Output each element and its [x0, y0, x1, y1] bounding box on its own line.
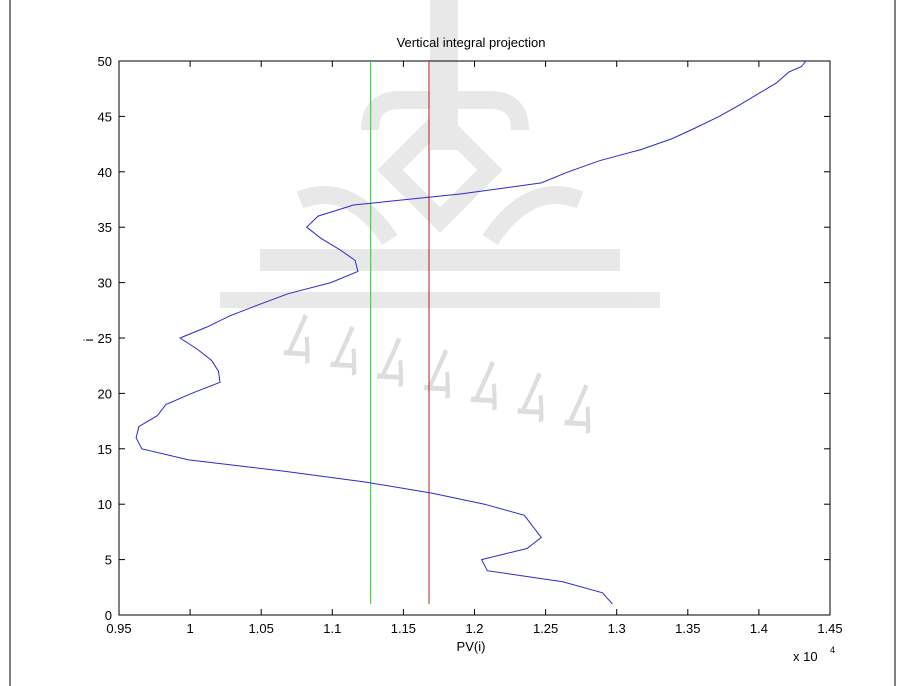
- y-tick-label: 25: [98, 331, 112, 346]
- y-tick-label: 45: [98, 109, 112, 124]
- x-tick-label: 1: [186, 621, 193, 636]
- projection-curve: [135, 60, 807, 605]
- x-tick-label: 1.25: [533, 621, 558, 636]
- watermark-text: ﾑ ﾑ ﾑ ﾑ ﾑ ﾑ ﾑ: [278, 302, 606, 446]
- x-tick-label: 0.95: [106, 621, 131, 636]
- x-tick-label: 1.1: [323, 621, 341, 636]
- x-axis: 0.95 1 1.05 1.1 1.15 1.2 1.25 1.3 1.35 1.4 1.45: [106, 61, 843, 636]
- x-multiplier-label: x 10: [793, 649, 818, 664]
- y-tick-label: 5: [105, 553, 112, 568]
- x-tick-label: 1.3: [608, 621, 626, 636]
- y-tick-label: 35: [98, 220, 112, 235]
- y-tick-label: 10: [98, 497, 112, 512]
- x-tick-label: 1.05: [249, 621, 274, 636]
- y-axis-label: i: [81, 338, 96, 341]
- y-tick-label: 20: [98, 386, 112, 401]
- y-tick-label: 30: [98, 276, 112, 291]
- y-axis: 0 5 10 15 20 25 30 35 40 45 50: [98, 54, 830, 623]
- watermark-seal: [220, 0, 660, 308]
- x-multiplier: x 10 4: [793, 645, 835, 664]
- series-group: [135, 60, 807, 605]
- x-tick-label: 1.15: [391, 621, 416, 636]
- plot-area: 0.95 1 1.05 1.1 1.15 1.2 1.25 1.3 1.35 1.4 1.45 0 5…: [98, 54, 843, 636]
- y-tick-label: 40: [98, 165, 112, 180]
- svg-text:ﾑ ﾑ ﾑ ﾑ ﾑ ﾑ ﾑ: ﾑ ﾑ ﾑ ﾑ ﾑ ﾑ ﾑ: [278, 302, 606, 446]
- x-tick-label: 1.2: [465, 621, 483, 636]
- x-tick-label: 1.35: [675, 621, 700, 636]
- x-axis-label: PV(i): [457, 639, 486, 654]
- y-tick-label: 15: [98, 442, 112, 457]
- x-tick-label: 1.4: [750, 621, 768, 636]
- chart-title: Vertical integral projection: [397, 35, 546, 50]
- x-multiplier-exponent: 4: [830, 645, 835, 655]
- y-tick-label: 0: [105, 608, 112, 623]
- y-tick-label: 50: [98, 54, 112, 69]
- reference-lines: [370, 61, 430, 604]
- x-tick-label: 1.45: [817, 621, 842, 636]
